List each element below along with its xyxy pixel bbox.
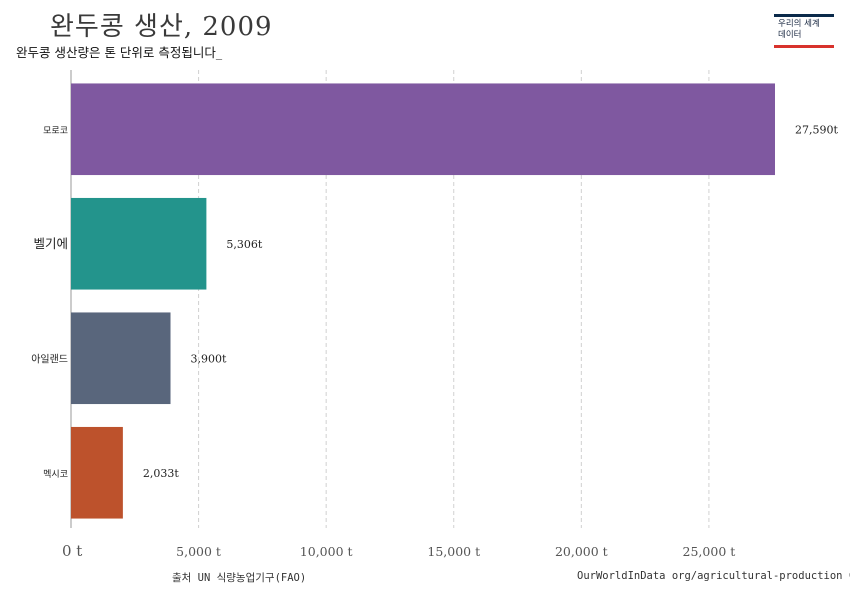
bar-0[interactable] xyxy=(71,83,775,176)
license-note[interactable]: OurWorldInData org/agricultural-producti… xyxy=(577,570,850,582)
x-tick-label: 15,000 t xyxy=(427,544,480,559)
x-tick-label: 5,000 t xyxy=(176,544,221,559)
value-label: 2,033t xyxy=(143,467,179,480)
x-tick-label: 10,000 t xyxy=(300,544,353,559)
value-label: 3,900t xyxy=(191,352,227,365)
value-label: 27,590t xyxy=(795,123,838,136)
logo-line-2: 데이터 xyxy=(778,30,802,40)
source-note[interactable]: 출처 UN 식량농업기구(FAO) xyxy=(172,572,307,584)
bar-1[interactable] xyxy=(71,197,207,290)
category-label[interactable]: 멕시코 xyxy=(43,469,68,480)
logo-line-1: 우리의 세계 xyxy=(778,19,820,29)
bar-2[interactable] xyxy=(71,312,171,405)
x-tick-label: 20,000 t xyxy=(555,544,608,559)
x-tick-label: 25,000 t xyxy=(683,544,736,559)
category-label[interactable]: 모로코 xyxy=(43,126,68,136)
value-label: 5,306t xyxy=(226,238,262,251)
chart-title: 완두콩 생산, 2009 xyxy=(50,12,273,42)
category-label[interactable]: 벨기에 xyxy=(33,236,68,251)
bar-3[interactable] xyxy=(71,426,123,519)
category-label[interactable]: 아일랜드 xyxy=(31,353,68,365)
x-tick-label: 0 t xyxy=(62,542,82,560)
chart-subtitle: 완두콩 생산량은 톤 단위로 측정됩니다_ xyxy=(16,45,223,60)
owid-logo[interactable]: 우리의 세계 데이터 xyxy=(774,14,834,48)
